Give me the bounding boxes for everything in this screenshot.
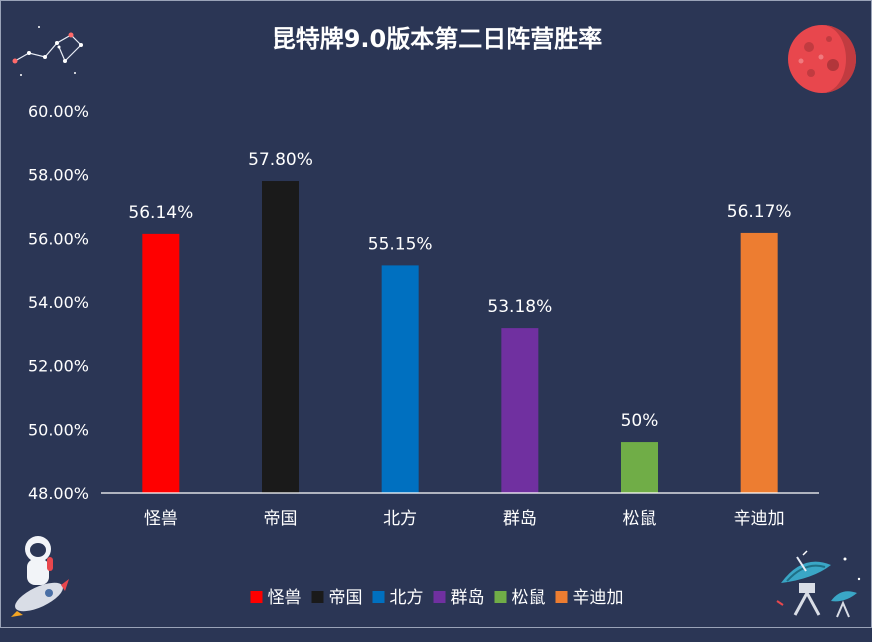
legend-label: 帝国 xyxy=(329,588,363,608)
legend-swatch xyxy=(311,591,324,603)
legend-swatch xyxy=(555,591,568,603)
x-tick-label: 北方 xyxy=(383,509,417,529)
bar-data-labels: 56.14% 57.80% 55.15% 53.18% 50% 56.17% xyxy=(128,150,791,431)
x-tick-label: 松鼠 xyxy=(623,509,657,529)
bar-data-label: 55.15% xyxy=(368,234,433,254)
chart-title: 昆特牌9.0版本第二日阵营胜率 xyxy=(272,25,603,53)
legend-label: 怪兽 xyxy=(268,588,302,608)
legend-label: 辛迪加 xyxy=(573,588,624,608)
satellite-dish-icon xyxy=(776,550,861,618)
legend-swatch xyxy=(494,591,507,603)
x-tick-label: 怪兽 xyxy=(144,509,178,529)
bar-chart: 昆特牌9.0版本第二日阵营胜率 48.00% 50.00% 52.00% 54.00%… xyxy=(28,25,819,608)
legend: 怪兽 帝国 北方 群岛 松鼠 辛迪加 xyxy=(250,588,624,608)
legend-label: 群岛 xyxy=(451,588,485,608)
bar xyxy=(262,181,299,494)
bar-data-label: 53.18% xyxy=(487,297,552,317)
bar xyxy=(381,265,419,493)
x-tick-label: 群岛 xyxy=(503,509,537,529)
mars-planet-icon xyxy=(788,25,856,93)
bar xyxy=(501,328,539,493)
legend-swatch xyxy=(433,591,446,603)
bar-data-label: 56.17% xyxy=(727,202,792,222)
bar xyxy=(740,232,778,493)
y-axis-ticks: 48.00% 50.00% 52.00% 54.00% 56.00% 58.00% 60.0… xyxy=(28,102,89,503)
x-axis-ticks: 怪兽 帝国 北方 群岛 松鼠 辛迪加 xyxy=(144,509,785,529)
y-tick-label: 58.00% xyxy=(28,166,89,185)
bar xyxy=(142,233,180,494)
legend-label: 北方 xyxy=(390,588,424,608)
y-tick-label: 52.00% xyxy=(28,357,89,376)
y-tick-label: 60.00% xyxy=(28,102,89,121)
bar-data-label: 56.14% xyxy=(128,203,193,223)
bar-data-label: 57.80% xyxy=(248,150,313,170)
y-tick-label: 48.00% xyxy=(28,484,89,503)
x-tick-label: 辛迪加 xyxy=(734,509,785,529)
bar xyxy=(621,442,658,493)
y-tick-label: 54.00% xyxy=(28,293,89,312)
y-tick-label: 56.00% xyxy=(28,229,89,248)
y-tick-label: 50.00% xyxy=(28,420,89,439)
bars xyxy=(142,181,778,494)
x-tick-label: 帝国 xyxy=(264,509,298,529)
bar-data-label: 50% xyxy=(621,411,659,431)
legend-swatch xyxy=(250,591,263,603)
constellation-icon xyxy=(12,26,83,76)
legend-label: 松鼠 xyxy=(512,588,546,608)
legend-swatch xyxy=(372,591,385,603)
astronaut-on-rocket-icon xyxy=(11,536,69,617)
chart-frame: 昆特牌9.0版本第二日阵营胜率 48.00% 50.00% 52.00% 54.00%… xyxy=(0,0,872,628)
